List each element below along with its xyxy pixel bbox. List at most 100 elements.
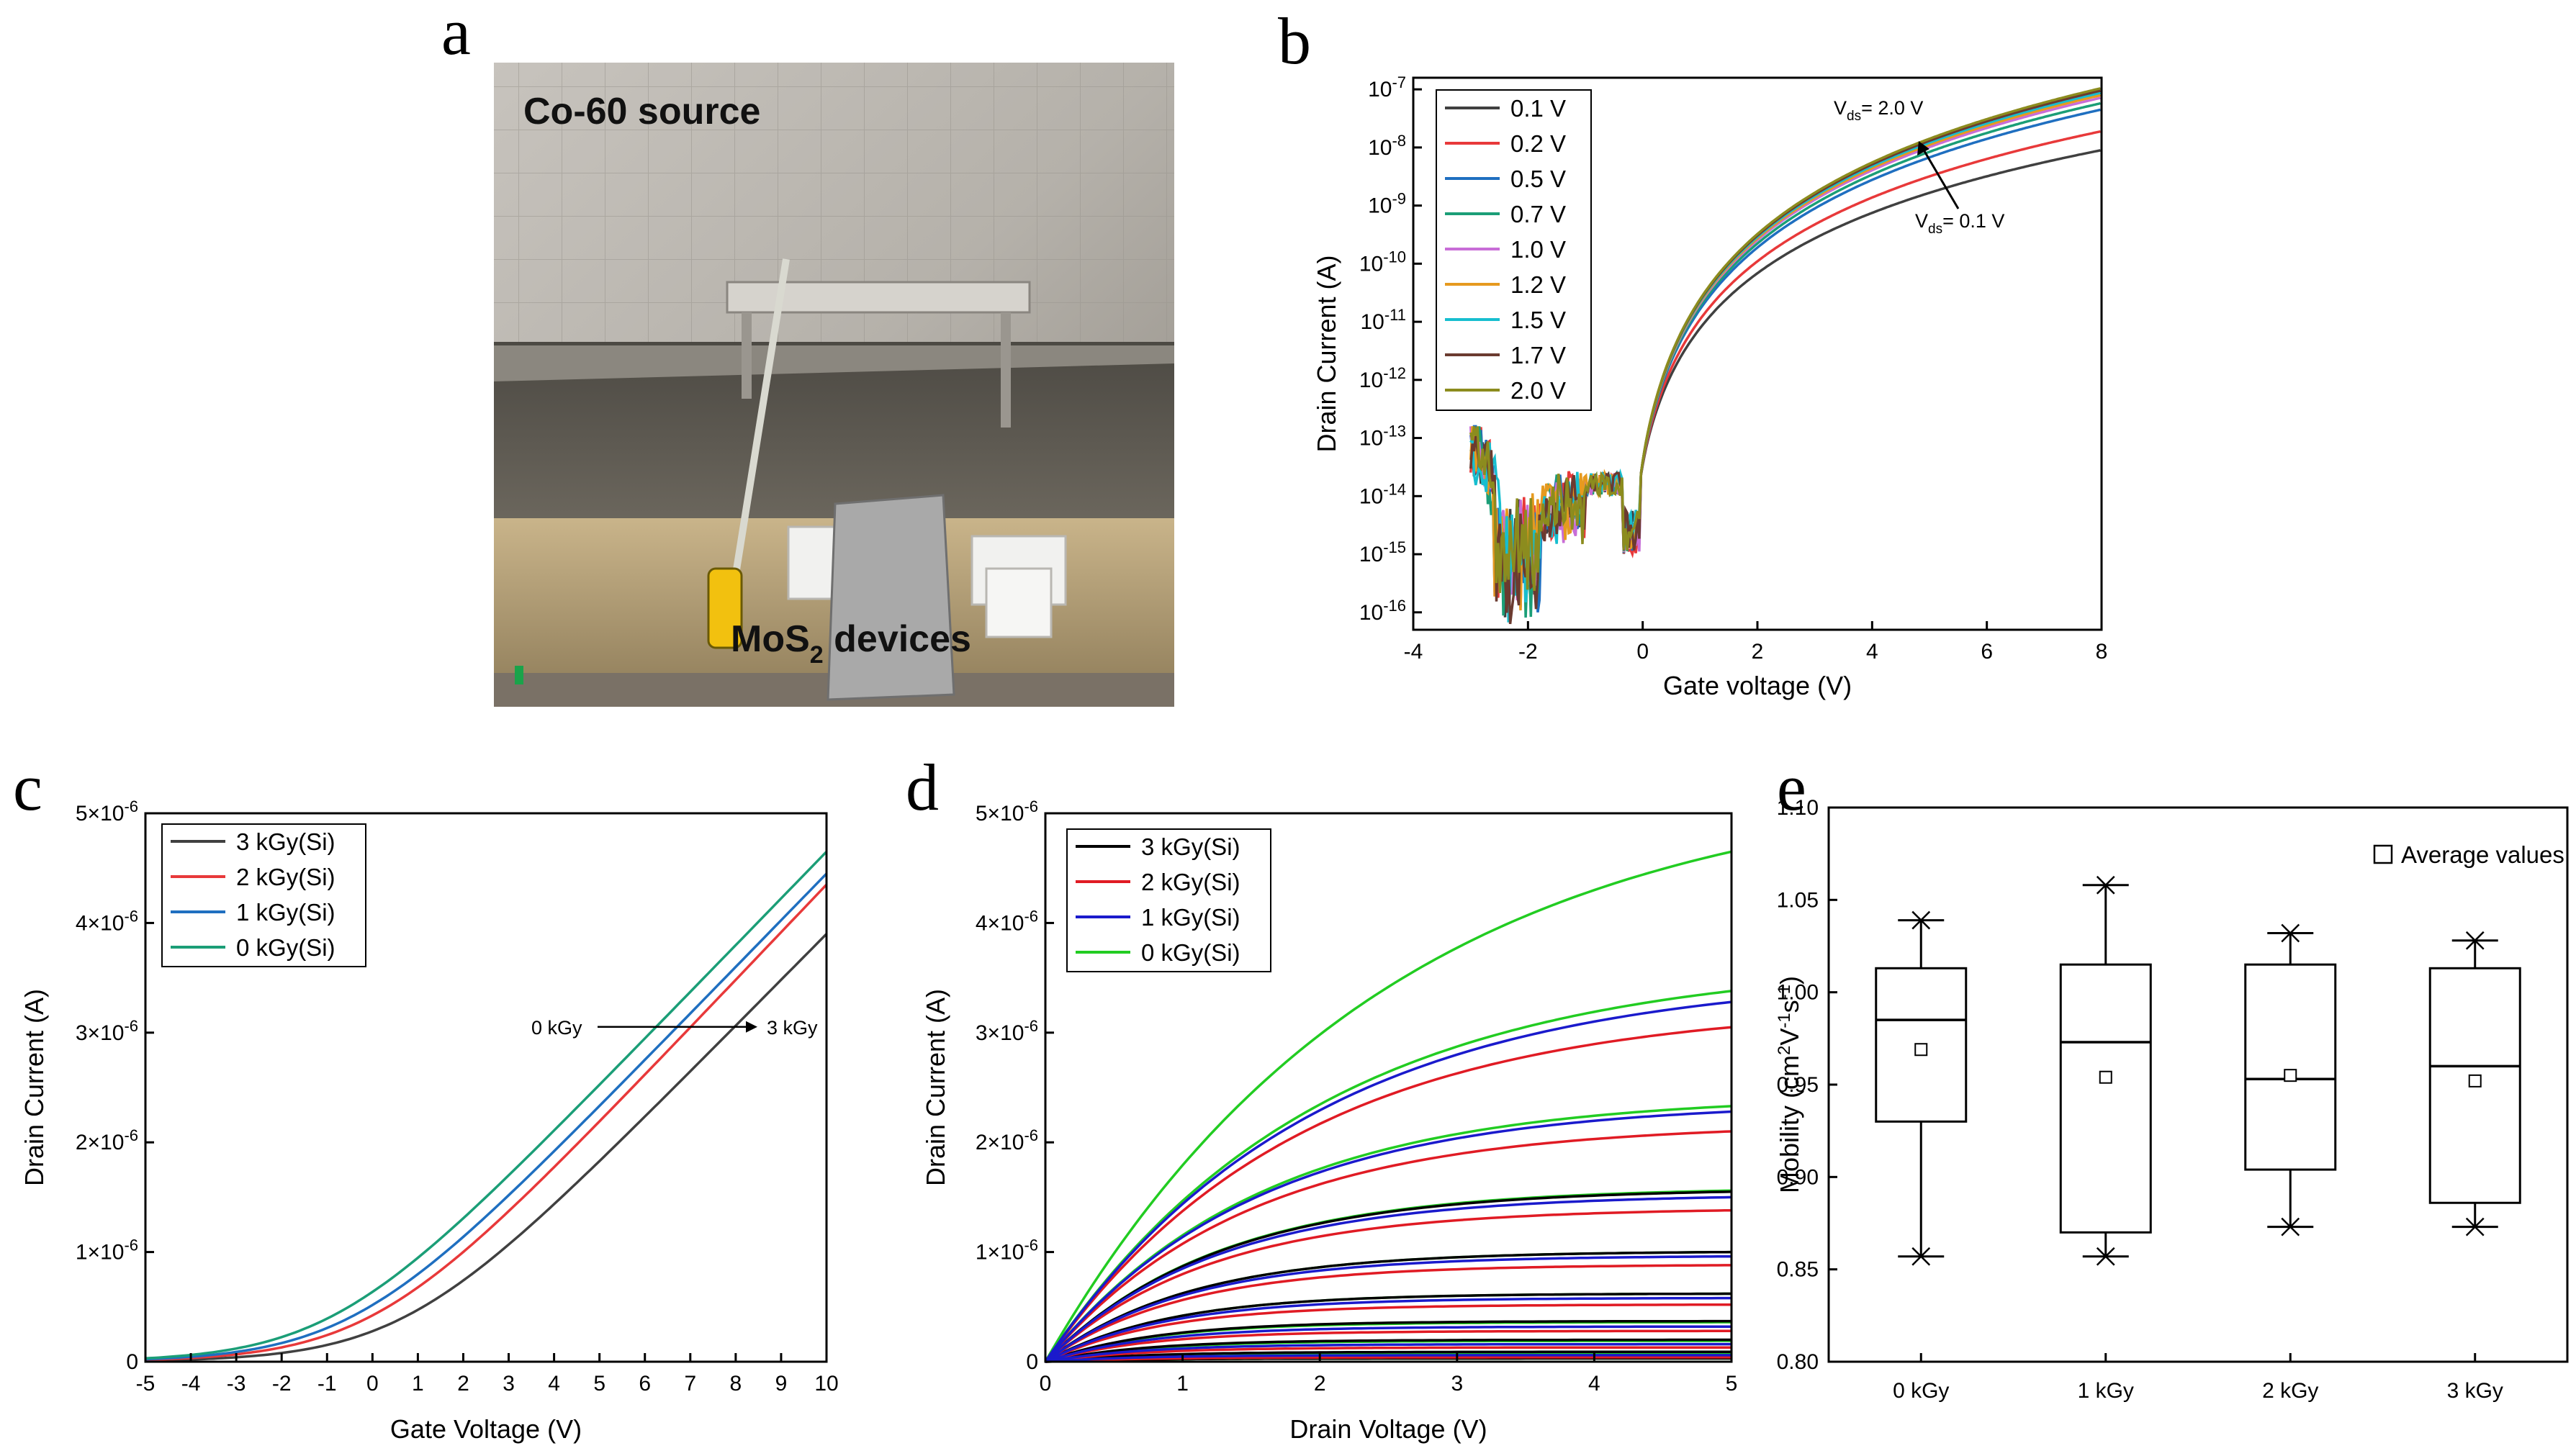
series-line-d-0-1	[1044, 1250, 1732, 1363]
series-line-b-1.0V	[1469, 96, 2101, 601]
y-tick-label-c: 0	[126, 1350, 138, 1374]
series-line-d-3-2	[1044, 1105, 1732, 1363]
panel-label-a: a	[441, 0, 471, 68]
y-tick-label-b: 10-16	[1359, 597, 1406, 625]
legend-label-e: Average values	[2401, 841, 2564, 868]
annotation-from-c: 0 kGy	[531, 1017, 582, 1039]
series-line-d-2-2	[1044, 1195, 1732, 1363]
legend-label-c: 2 kGy(Si)	[236, 864, 335, 890]
series-line-c-2	[145, 872, 828, 1361]
x-tick-label-c: 7	[684, 1372, 696, 1396]
annotation-arrowhead-b	[1917, 141, 1929, 155]
legend-label-b: 1.0 V	[1510, 236, 1566, 263]
x-tick-label-b: 4	[1866, 640, 1878, 664]
x-tick-label-c: 6	[639, 1372, 651, 1396]
x-tick-label-c: 2	[457, 1372, 469, 1396]
panel-label-c: c	[13, 751, 42, 824]
y-tick-label-e: 0.85	[1777, 1258, 1819, 1282]
x-axis-label-b: Gate voltage (V)	[1663, 671, 1852, 700]
panel-label-b: b	[1278, 4, 1311, 78]
series-line-d-1-7	[1045, 1356, 1731, 1363]
box-2	[2244, 963, 2337, 1171]
legend-label-d: 3 kGy(Si)	[1141, 833, 1240, 860]
x-tick-label-d: 0	[1040, 1372, 1052, 1396]
legend-marker-e	[2373, 844, 2393, 864]
y-tick-label-d: 4×10-6	[976, 907, 1038, 935]
x-tick-label-d: 2	[1314, 1372, 1326, 1396]
series-line-d-1-3	[1045, 1264, 1731, 1363]
y-tick-label-c: 4×10-6	[76, 907, 138, 935]
series-line-d-1-5	[1045, 1329, 1731, 1363]
x-tick-label-c: -2	[272, 1372, 292, 1396]
y-tick-label-b: 10-8	[1368, 132, 1406, 160]
series-line-d-1-1	[1044, 1130, 1732, 1363]
extreme-marker	[2281, 923, 2300, 943]
panel-label-d: d	[906, 751, 939, 824]
x-tick-label-d: 1	[1176, 1372, 1189, 1396]
y-tick-label-b: 10-13	[1359, 422, 1406, 451]
legend-label-d: 2 kGy(Si)	[1141, 869, 1240, 895]
legend-label-c: 1 kGy(Si)	[236, 899, 335, 926]
series-line-d-2-7	[1045, 1354, 1731, 1363]
legend-c	[161, 823, 366, 967]
y-tick-label-e: 1.10	[1777, 796, 1819, 820]
chart-panel-d: 0 1 2 3 4 5 0 1×10-6 2×10-6 3×10-6 4×10-6 5×10-6 Dra…	[921, 797, 1737, 1444]
series-line-d-1-2	[1044, 1208, 1732, 1363]
x-tick-label-c: 9	[775, 1372, 788, 1396]
plot-frame-c	[144, 812, 828, 1363]
x-tick-label-b: 2	[1752, 640, 1764, 664]
y-tick-label-c: 3×10-6	[76, 1017, 138, 1045]
y-tick-label-d: 0	[1026, 1350, 1038, 1374]
mean-marker	[2284, 1069, 2297, 1082]
category-label: 3 kGy	[2447, 1379, 2503, 1403]
extreme-marker	[2465, 1217, 2485, 1236]
annotation-arrow-b	[1921, 147, 1960, 209]
mean-marker	[1914, 1043, 1928, 1057]
series-line-d-2-4	[1045, 1296, 1731, 1363]
extreme-marker	[1911, 910, 1931, 930]
legend-label-b: 2.0 V	[1510, 377, 1566, 404]
y-axis-label-e: Mobility (cm2V-1s-1)	[1775, 976, 1804, 1193]
series-line-c-1	[145, 883, 828, 1362]
series-line-d-0-2	[1045, 1292, 1731, 1363]
y-tick-label-d: 5×10-6	[976, 797, 1038, 826]
y-tick-label-c: 1×10-6	[76, 1236, 138, 1265]
legend-label-d: 0 kGy(Si)	[1141, 939, 1240, 966]
y-axis-label-c: Drain Current (A)	[19, 989, 49, 1186]
x-axis-label-d: Drain Voltage (V)	[1289, 1414, 1487, 1444]
x-tick-label-d: 5	[1726, 1372, 1738, 1396]
annotation-arrowhead-c	[746, 1021, 757, 1033]
legend-label-b: 0.2 V	[1510, 130, 1566, 157]
legend-label-b: 0.7 V	[1510, 201, 1566, 227]
y-tick-label-b: 10-7	[1368, 73, 1406, 101]
series-line-d-0-3	[1045, 1319, 1731, 1363]
photo-source-label: Co-60 source	[523, 91, 760, 132]
y-tick-label-d: 1×10-6	[976, 1236, 1038, 1265]
panel-label-e: e	[1777, 751, 1806, 824]
y-axis-label-d: Drain Current (A)	[921, 989, 950, 1186]
series-line-c-3	[145, 851, 828, 1360]
legend-d	[1066, 828, 1271, 972]
legend-label-b: 1.7 V	[1510, 342, 1566, 368]
mean-marker	[2468, 1074, 2482, 1088]
category-label: 0 kGy	[1893, 1379, 1949, 1403]
series-line-d-2-3	[1044, 1254, 1732, 1363]
y-tick-label-d: 3×10-6	[976, 1017, 1038, 1045]
extreme-marker	[2096, 875, 2115, 895]
series-line-d-0-0	[1044, 1190, 1732, 1363]
x-tick-label-c: 4	[548, 1372, 560, 1396]
series-line-d-0-4	[1045, 1338, 1731, 1363]
x-tick-label-b: -4	[1404, 640, 1423, 664]
series-line-d-3-0	[1044, 850, 1732, 1362]
x-tick-label-c: -3	[227, 1372, 246, 1396]
x-tick-label-c: 10	[814, 1372, 838, 1396]
annotation-to-c: 3 kGy	[767, 1017, 818, 1039]
annotation-vds-high: Vds= 2.0 V	[1834, 97, 1923, 124]
legend-label-b: 0.5 V	[1510, 166, 1566, 192]
legend-label-b: 1.5 V	[1510, 307, 1566, 333]
series-line-d-1-4	[1045, 1303, 1731, 1363]
y-tick-label-b: 10-12	[1359, 364, 1406, 392]
extreme-marker	[2281, 1217, 2300, 1236]
x-tick-label-c: 5	[593, 1372, 605, 1396]
